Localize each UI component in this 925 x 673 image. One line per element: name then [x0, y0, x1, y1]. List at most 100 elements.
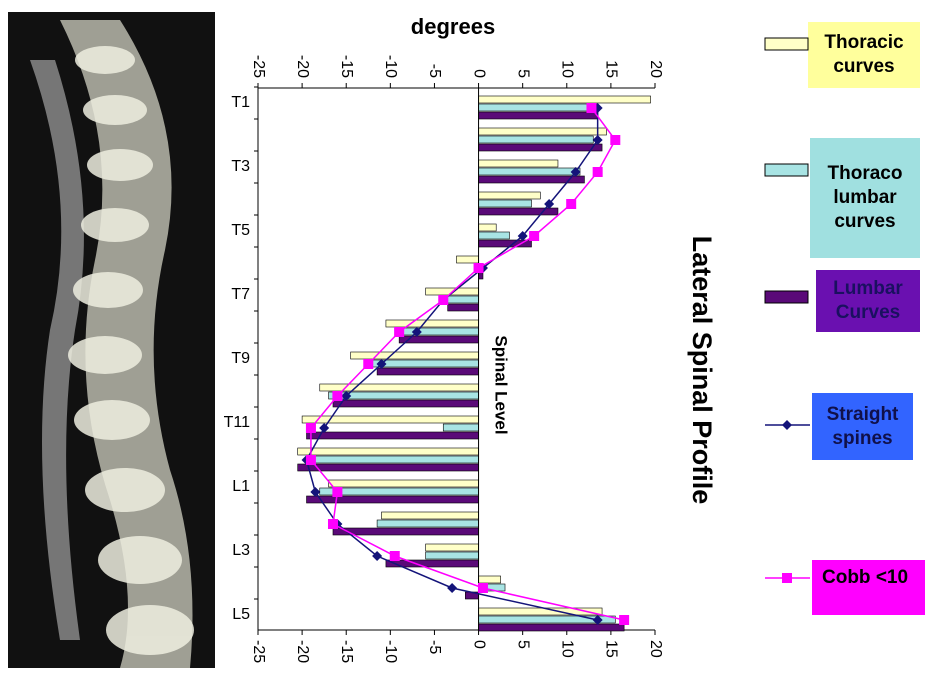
marker: [438, 295, 449, 305]
marker: [363, 359, 374, 369]
legend-box: [808, 22, 920, 88]
bar: [478, 111, 598, 120]
bar: [478, 223, 497, 232]
legend-box: [812, 393, 913, 460]
marker: [586, 103, 597, 113]
legend-swatch: [764, 163, 809, 177]
marker: [619, 615, 630, 625]
y-tick-label: T9: [231, 350, 250, 367]
marker: [411, 327, 422, 337]
bar: [297, 463, 479, 472]
bar: [478, 127, 607, 136]
y-tick-label: T5: [231, 222, 250, 239]
x-tick-label: 15: [603, 640, 620, 658]
marker: [592, 615, 603, 625]
bar: [332, 399, 479, 408]
legend-swatch: [764, 37, 809, 51]
bar: [319, 487, 479, 496]
bar: [478, 239, 532, 248]
bar: [376, 367, 479, 376]
x-tick-label: 20: [647, 60, 664, 78]
bar: [394, 327, 479, 336]
legend-label: Straight spines: [826, 403, 899, 449]
bar: [306, 431, 479, 440]
legend-swatch: [764, 290, 809, 304]
bar: [478, 191, 541, 200]
bar: [478, 575, 501, 584]
marker: [332, 487, 343, 497]
x-tick-label: -5: [426, 640, 443, 654]
bar: [478, 95, 651, 104]
y-tick-label: T7: [231, 286, 250, 303]
y-axis-title: Spinal Level: [492, 335, 511, 434]
bar: [381, 511, 479, 520]
y-tick-label: T3: [231, 158, 250, 175]
bar: [478, 167, 581, 176]
y-tick-label: T11: [224, 414, 250, 431]
x-tick-label: 10: [559, 60, 576, 78]
bar: [478, 135, 594, 144]
bar: [385, 319, 479, 328]
bar: [478, 159, 559, 168]
legend-label: Thoracic curves: [824, 32, 904, 77]
bar: [425, 543, 479, 552]
xray-photo: [8, 12, 215, 668]
bar: [332, 527, 479, 536]
x-tick-label: -5: [426, 64, 443, 78]
legend-label: Cobb <10: [822, 567, 909, 588]
marker: [477, 583, 488, 593]
marker: [319, 423, 330, 433]
marker: [592, 135, 603, 145]
bar: [478, 143, 603, 152]
bar: [442, 295, 479, 304]
x-tick-label: -10: [382, 640, 399, 663]
bar: [297, 447, 479, 456]
marker: [592, 167, 603, 177]
y-tick-label: L3: [232, 542, 250, 559]
bar: [478, 199, 532, 208]
bar: [425, 551, 479, 560]
x-tick-label: -10: [382, 55, 399, 78]
x-tick-label: -25: [250, 55, 267, 78]
marker: [447, 583, 458, 593]
marker: [473, 263, 484, 273]
y-tick-label: T1: [231, 94, 250, 111]
x-tick-label: -20: [294, 640, 311, 663]
legend-label: Thoraco lumbar curves: [827, 163, 903, 232]
x-tick-label: 5: [514, 640, 531, 649]
bar: [456, 255, 479, 264]
marker: [305, 423, 316, 433]
bar: [478, 623, 625, 632]
x-tick-label: 10: [559, 640, 576, 658]
bar: [478, 207, 559, 216]
x-tick-label: -20: [294, 55, 311, 78]
bar: [478, 103, 598, 112]
marker: [529, 231, 540, 241]
bar: [306, 455, 479, 464]
marker: [305, 455, 316, 465]
x-tick-label: -15: [338, 55, 355, 78]
legend-box: [810, 138, 920, 258]
bar: [350, 351, 479, 360]
bar: [328, 479, 479, 488]
x-tick-label: 15: [603, 60, 620, 78]
legend-swatch: [782, 420, 792, 430]
bar: [376, 519, 479, 528]
bar: [442, 423, 479, 432]
bar: [478, 231, 510, 240]
x-tick-label: 0: [470, 69, 487, 78]
bar: [328, 391, 479, 400]
x-tick-label: 20: [647, 640, 664, 658]
legend-box: [816, 270, 920, 332]
marker: [389, 551, 400, 561]
marker: [372, 551, 383, 561]
bar: [478, 271, 484, 280]
marker: [310, 487, 321, 497]
x-tick-label: -15: [338, 640, 355, 663]
x-tick-label: 5: [514, 69, 531, 78]
bar: [306, 495, 479, 504]
marker: [517, 231, 528, 241]
y-tick-label: L5: [232, 606, 250, 623]
